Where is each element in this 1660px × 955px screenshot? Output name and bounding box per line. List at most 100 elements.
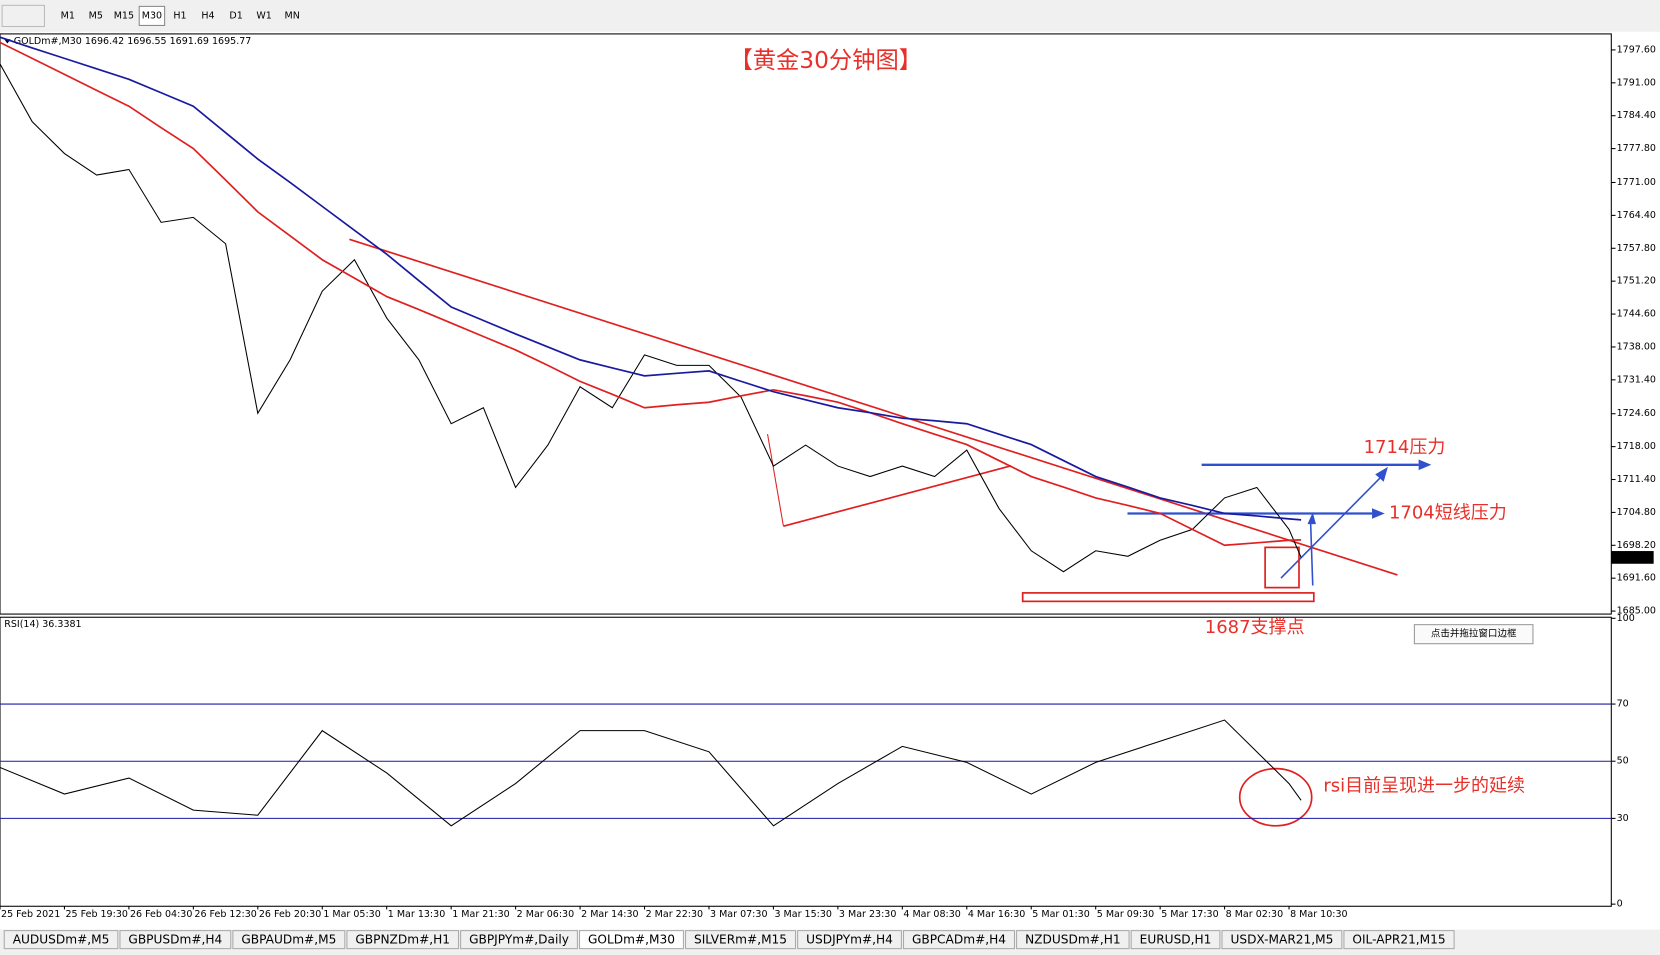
arrow-head	[1307, 512, 1316, 525]
trendline	[349, 238, 1398, 576]
symbol-tab-label[interactable]: GBPUSDm#,H4	[128, 933, 222, 947]
y-tick-label: 1738.00	[1617, 341, 1656, 352]
trendline	[783, 465, 1012, 528]
x-tick-label: 5 Mar 01:30	[1032, 909, 1089, 920]
x-tick-label: 5 Mar 17:30	[1161, 909, 1218, 920]
timeframe-label[interactable]: H1	[173, 10, 186, 21]
symbol-tab[interactable]	[460, 930, 578, 950]
timeframe-button[interactable]	[83, 6, 109, 26]
y-tick-label: 100	[1617, 613, 1635, 624]
timeframe-label[interactable]: M1	[61, 10, 75, 21]
tab-bar: AUDUSDm#,M5 GBPUSDm#,H4 GBPAUDm#,M5 GBPNZDm…	[3, 930, 1455, 950]
chart-header: GOLDm#,M30 1696.42 1696.55 1691.69 1695.…	[14, 36, 252, 47]
support-box	[1021, 592, 1315, 603]
timeframe-button[interactable]	[167, 6, 193, 26]
timeframe-toolbar: M1 M5 M15 M30 H1 H4 D1 W1 MN	[1, 4, 305, 28]
symbol-tab[interactable]	[119, 930, 232, 950]
annotation: rsi目前呈现进一步的延续	[1323, 776, 1525, 797]
y-tick-label: 1704.80	[1617, 507, 1656, 518]
price-marker	[1611, 551, 1654, 564]
x-tick-label: 1 Mar 05:30	[323, 909, 380, 920]
timeframe-button[interactable]	[195, 6, 221, 26]
arrow-head	[1372, 508, 1385, 519]
symbol-tab[interactable]	[1343, 930, 1455, 950]
timeframe-label[interactable]: W1	[256, 10, 271, 21]
y-tick-label: 1791.00	[1617, 77, 1656, 88]
symbol-tab[interactable]	[1221, 930, 1343, 950]
symbol-tab[interactable]	[685, 930, 797, 950]
symbol-tab[interactable]	[3, 930, 119, 950]
symbol-tab[interactable]	[578, 930, 684, 950]
timeframe-button[interactable]	[111, 6, 137, 26]
timeframe-label[interactable]: D1	[229, 10, 242, 21]
symbol-tab-label[interactable]: GBPNZDm#,H1	[355, 933, 450, 947]
x-tick-label: 3 Mar 15:30	[774, 909, 831, 920]
timeframe-label[interactable]: M30	[142, 10, 162, 21]
timeframe-button[interactable]	[251, 6, 277, 26]
timeframe-button[interactable]	[138, 5, 166, 26]
symbol-tab-label[interactable]: EURUSD,H1	[1140, 933, 1212, 947]
annotation: 1687支撑点	[1205, 617, 1305, 638]
x-tick-label: 2 Mar 22:30	[646, 909, 703, 920]
timeframe-button[interactable]	[279, 6, 305, 26]
symbol-tab-label[interactable]: OIL-APR21,M15	[1352, 933, 1445, 947]
tool-icon[interactable]	[1, 4, 45, 28]
x-tick-label: 3 Mar 23:30	[839, 909, 896, 920]
projection-line	[1280, 475, 1383, 579]
series-line	[0, 63, 1302, 573]
arrow-head	[1375, 466, 1388, 482]
y-tick-label: 1777.80	[1617, 143, 1656, 154]
x-tick-label: 8 Mar 10:30	[1290, 909, 1347, 920]
x-tick-label: 5 Mar 09:30	[1097, 909, 1154, 920]
y-tick-label: 50	[1617, 756, 1629, 767]
x-tick-label: 2 Mar 14:30	[581, 909, 638, 920]
symbol-tab[interactable]	[232, 930, 346, 950]
x-tick-label: 1 Mar 13:30	[388, 909, 445, 920]
timeframe-button[interactable]	[55, 6, 81, 26]
symbol-tab[interactable]	[1016, 930, 1130, 950]
price-panel	[0, 33, 1612, 615]
y-tick-label: 1691.60	[1617, 573, 1656, 584]
symbol-tab[interactable]	[346, 930, 460, 950]
symbol-tab-label[interactable]: GOLDm#,M30	[588, 933, 675, 947]
y-tick-label: 1718.00	[1617, 441, 1656, 452]
symbol-tab-label[interactable]: AUDUSDm#,M5	[13, 933, 110, 947]
y-tick-label: 1711.40	[1617, 474, 1656, 485]
y-tick-label: 1764.40	[1617, 210, 1656, 221]
x-tick-label: 26 Feb 12:30	[194, 909, 256, 920]
x-tick-label: 26 Feb 20:30	[259, 909, 321, 920]
symbol-tab-label[interactable]: USDJPYm#,H4	[806, 933, 893, 947]
tooltip: 点击并拖拉窗口边框	[1431, 628, 1517, 640]
chart-title: 【黄金30分钟图】	[729, 47, 922, 74]
y-tick-label: 0	[1617, 899, 1623, 910]
y-tick-label: 1751.20	[1617, 276, 1656, 287]
y-tick-label: 1698.20	[1617, 540, 1656, 551]
symbol-tab[interactable]	[902, 930, 1016, 950]
timeframe-button[interactable]	[223, 6, 249, 26]
symbol-tab-label[interactable]: NZDUSDm#,H1	[1025, 933, 1121, 947]
y-tick-label: 70	[1617, 699, 1629, 710]
symbol-tab[interactable]	[797, 930, 902, 950]
y-tick-label: 1757.80	[1617, 243, 1656, 254]
x-tick-label: 1 Mar 21:30	[452, 909, 509, 920]
y-tick-label: 1797.60	[1617, 44, 1656, 55]
symbol-tab-label[interactable]: USDX-MAR21,M5	[1230, 933, 1333, 947]
symbol-tab-label[interactable]: GBPAUDm#,M5	[241, 933, 336, 947]
x-tick-label: 3 Mar 07:30	[710, 909, 767, 920]
annotation: 1714压力	[1364, 437, 1446, 458]
symbol-tab-label[interactable]: GBPJPYm#,Daily	[469, 933, 569, 947]
y-tick-label: 1731.40	[1617, 374, 1656, 385]
timeframe-label[interactable]: H4	[201, 10, 214, 21]
symbol-tab-label[interactable]: GBPCADm#,H4	[912, 933, 1006, 947]
timeframe-label[interactable]: M5	[89, 10, 103, 21]
arrow-head	[1418, 459, 1432, 471]
timeframe-label[interactable]: M15	[114, 10, 134, 21]
y-tick-label: 1784.40	[1617, 110, 1656, 121]
symbol-tab-label[interactable]: SILVERm#,M15	[694, 933, 787, 947]
timeframe-label[interactable]: MN	[285, 10, 300, 21]
tooltip-box	[1413, 624, 1534, 645]
symbol-tab[interactable]	[1130, 930, 1221, 950]
series-line	[0, 719, 1302, 827]
